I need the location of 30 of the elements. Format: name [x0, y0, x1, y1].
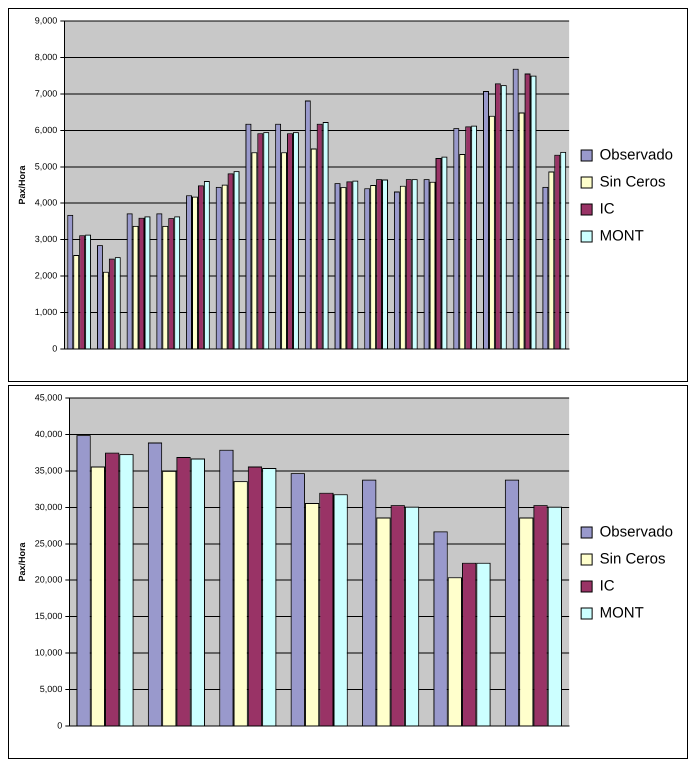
legend-label: Sin Ceros — [600, 174, 666, 191]
y-tick-label: 45,000 — [34, 392, 62, 402]
y-tick-label: 0 — [57, 720, 62, 730]
y-tick-label: 30,000 — [34, 502, 62, 512]
y-tick-label: 35,000 — [34, 465, 62, 476]
legend-label: Sin Ceros — [600, 550, 666, 568]
y-tick-label: 20,000 — [34, 574, 62, 585]
y-tick-label: 4,000 — [34, 198, 58, 208]
y-tick-label: 7,000 — [34, 88, 58, 98]
y-tick-label: 3,000 — [34, 234, 58, 244]
y-tick-label: 5,000 — [34, 161, 58, 172]
y-tick-label: 10,000 — [34, 648, 62, 658]
legend-label: IC — [600, 200, 615, 218]
y-tick-label: 40,000 — [34, 428, 62, 439]
y-tick-label: 0 — [52, 343, 58, 354]
y-axis-title: Pax/Hora — [16, 164, 27, 205]
y-tick-label: 6,000 — [34, 124, 58, 135]
legend-label: MONT — [600, 604, 644, 622]
y-tick-label: 9,000 — [34, 15, 58, 26]
y-tick-label: 5,000 — [40, 684, 62, 694]
legend-label: Observado — [600, 524, 673, 541]
y-tick-label: 1,000 — [34, 307, 58, 318]
legend-label: MONT — [600, 228, 644, 245]
y-tick-label: 8,000 — [34, 52, 58, 62]
y-tick-label: 15,000 — [34, 611, 62, 622]
legend-label: IC — [600, 578, 615, 595]
y-axis-title: Pax/Hora — [16, 542, 27, 582]
y-tick-label: 2,000 — [34, 270, 58, 281]
y-tick-label: 25,000 — [34, 538, 62, 548]
legend-label: Observado — [600, 146, 673, 164]
